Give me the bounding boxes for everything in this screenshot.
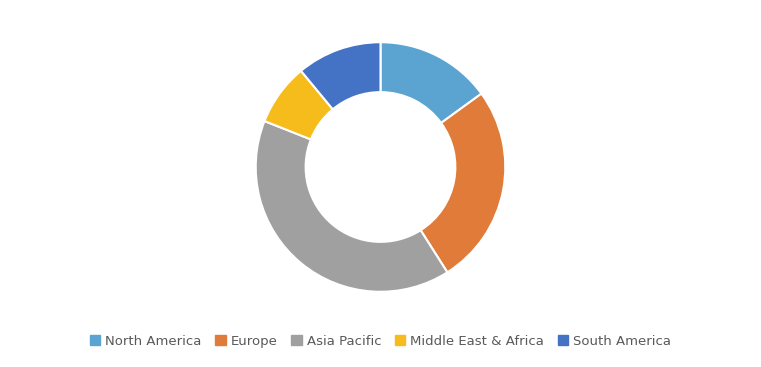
Wedge shape <box>380 42 482 123</box>
Wedge shape <box>301 42 380 109</box>
Wedge shape <box>421 94 505 272</box>
Legend: North America, Europe, Asia Pacific, Middle East & Africa, South America: North America, Europe, Asia Pacific, Mid… <box>84 330 677 353</box>
Wedge shape <box>256 121 447 292</box>
Wedge shape <box>265 71 333 139</box>
